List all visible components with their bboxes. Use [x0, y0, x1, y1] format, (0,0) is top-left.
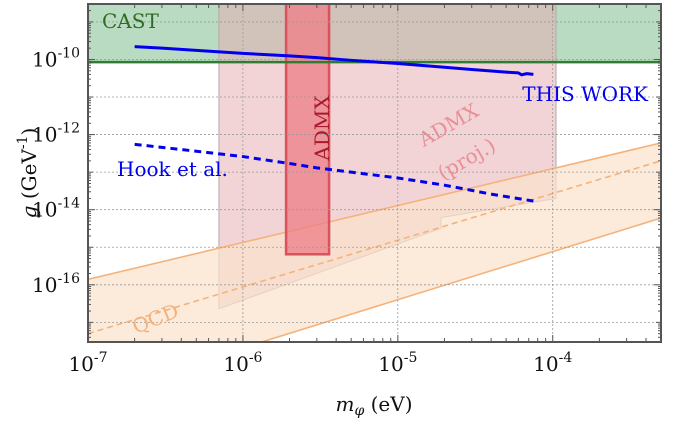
admx-label: ADMX	[310, 95, 334, 162]
y-tick-label: 10-12	[32, 121, 80, 147]
hook-et-al-label: Hook et al.	[117, 157, 228, 181]
y-tick-label: 10-16	[32, 271, 80, 297]
x-tick-label: 10-7	[68, 350, 107, 376]
plot-frame	[87, 3, 662, 343]
x-tick-label: 10-5	[378, 350, 417, 376]
this-work-line	[134, 45, 534, 77]
y-tick-label: 10-10	[32, 45, 80, 71]
axis-labels: mφ (eV) g (GeV-1)	[15, 128, 413, 419]
y-tick-label: 10-14	[32, 196, 80, 222]
this-work-label: THIS WORK	[522, 82, 649, 106]
admx-region	[284, 4, 331, 256]
series	[88, 45, 661, 203]
ticks: 10-7 10-6 10-5 10-4 10-10 10-12 10-14 10-16	[32, 4, 662, 376]
y-axis-title: g (GeV-1)	[15, 128, 41, 219]
regions	[88, 4, 661, 342]
qcd-band	[88, 142, 661, 342]
x-tick-label: 10-4	[533, 350, 572, 376]
hook-et-al-line	[134, 142, 534, 203]
grid	[88, 4, 661, 342]
qcd-upper-edge	[88, 142, 661, 281]
qcd-lower-edge	[258, 217, 661, 342]
x-tick-label: 10-6	[223, 350, 262, 376]
cast-label: CAST	[102, 9, 159, 33]
x-axis-title: mφ (eV)	[335, 392, 412, 419]
